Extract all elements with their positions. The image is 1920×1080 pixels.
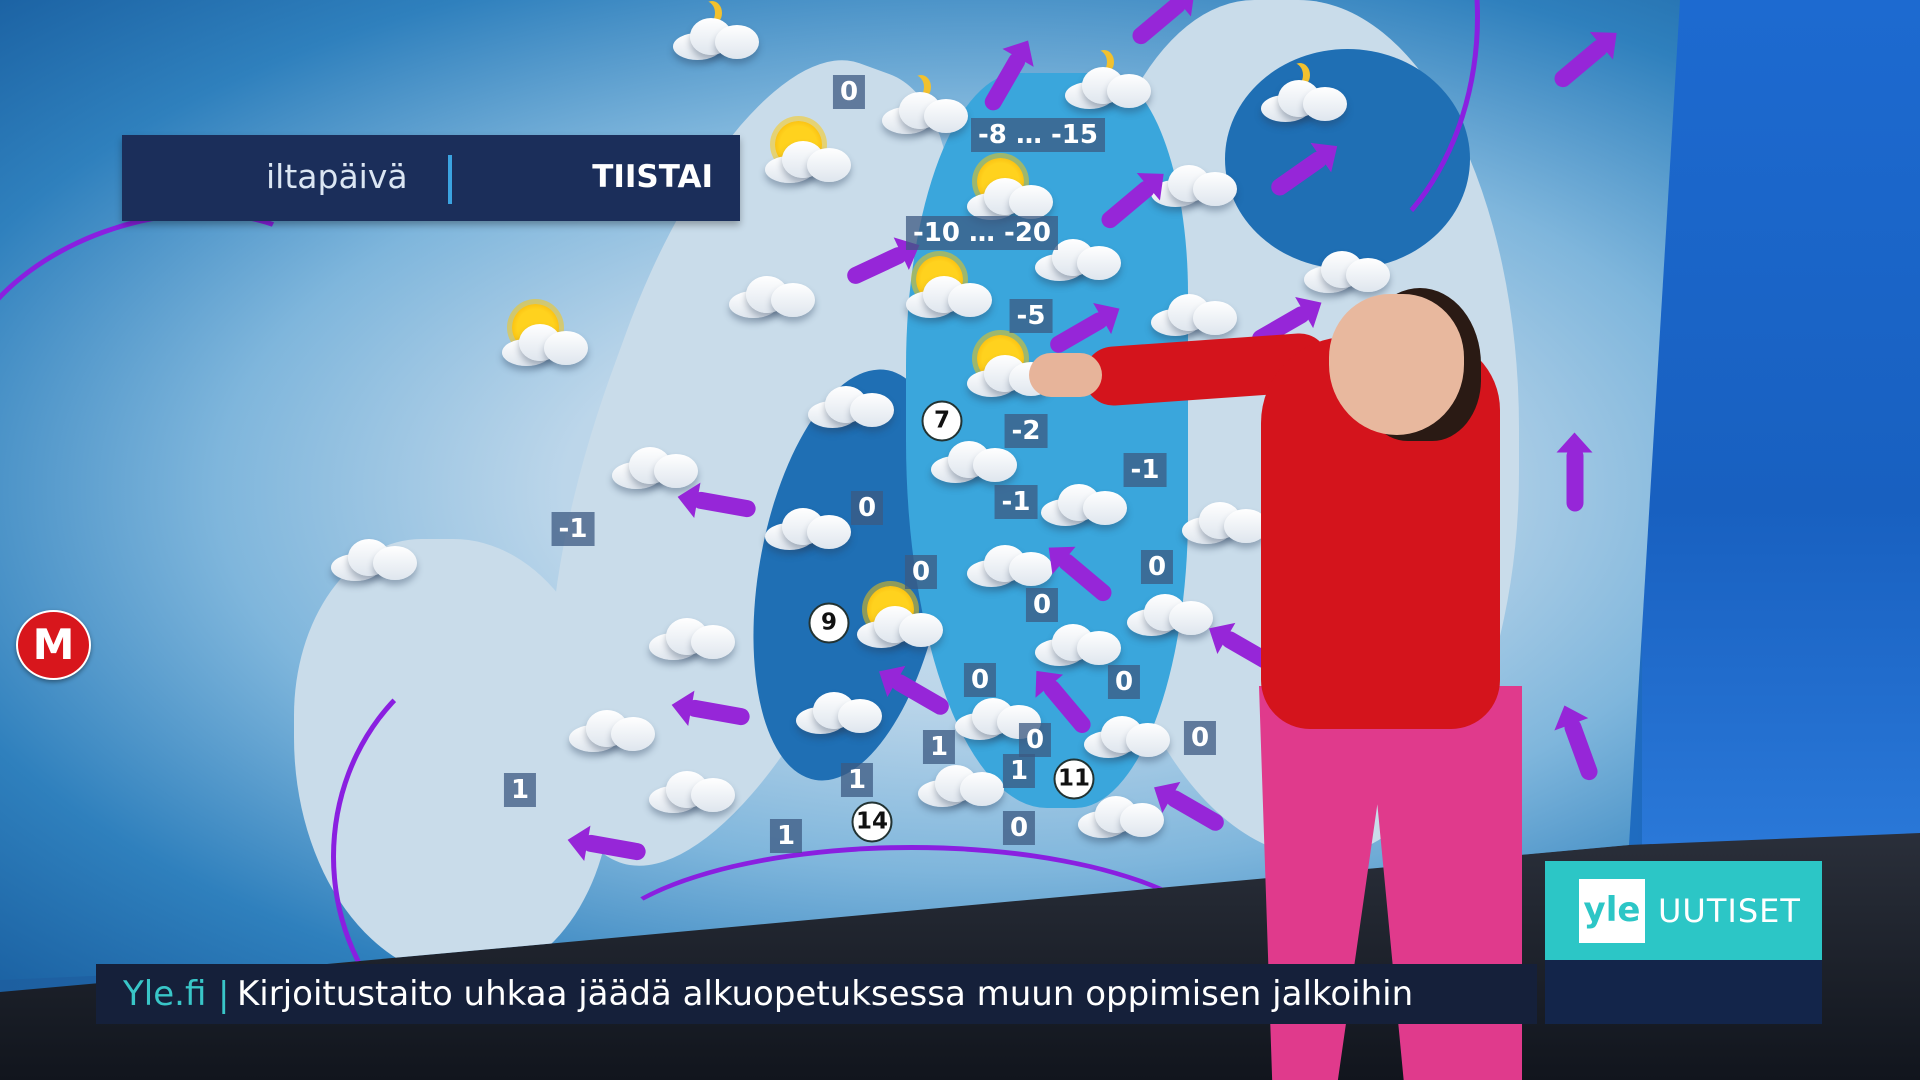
studio-wall (1642, 0, 1920, 845)
time-of-day-label: iltapäivä (266, 157, 408, 196)
presenter (1329, 294, 1464, 435)
cloud-icon (967, 545, 1053, 587)
cloud-icon (1041, 484, 1127, 526)
partly-sunny-icon (857, 586, 943, 648)
temperature-label: 1 (922, 730, 956, 764)
logo-base (1545, 960, 1822, 1024)
partly-sunny-icon (967, 158, 1053, 220)
cloud-icon (1304, 251, 1390, 293)
cloud-icon (796, 692, 882, 734)
temperature-label: -1 (1123, 453, 1167, 487)
partly-sunny-icon (502, 304, 588, 366)
cloud-icon (1151, 294, 1237, 336)
partly-sunny-icon (906, 256, 992, 318)
wind-arrow-icon (1566, 447, 1584, 512)
temperature-label: 0 (1002, 811, 1036, 845)
cloud-icon (918, 765, 1004, 807)
temperature-label: 0 (1183, 721, 1217, 755)
partly-cloudy-night-icon (882, 92, 968, 134)
cloud-icon (931, 441, 1017, 483)
day-label: TIISTAI (592, 159, 713, 195)
temperature-label: 1 (840, 763, 874, 797)
cloud-icon (729, 276, 815, 318)
cloud-icon (649, 771, 735, 813)
wind-arrow-icon (1551, 36, 1611, 91)
cloud-icon (808, 386, 894, 428)
temperature-label: 1 (769, 819, 803, 853)
wind-arrow-icon (1562, 716, 1600, 783)
temperature-label: -8 … -15 (971, 118, 1105, 152)
cloud-icon (331, 539, 417, 581)
cloud-icon (1035, 624, 1121, 666)
uutiset-label: UUTISET (1658, 892, 1801, 930)
yle-logo: yle (1579, 879, 1645, 943)
partly-sunny-icon (765, 121, 851, 183)
temperature-label: -1 (994, 485, 1038, 519)
ticker-headline: Kirjoitustaito uhkaa jäädä alkuopetukses… (237, 974, 1414, 1014)
cloud-icon (1035, 239, 1121, 281)
temperature-label: 0 (1018, 723, 1052, 757)
temperature-label: 0 (904, 555, 938, 589)
temperature-label: -10 … -20 (905, 216, 1059, 250)
temperature-label: 0 (832, 75, 866, 109)
temperature-label: 0 (850, 491, 884, 525)
partly-cloudy-night-icon (673, 18, 759, 60)
cloud-icon (765, 508, 851, 550)
forecast-header: iltapäivä TIISTAI (122, 135, 740, 221)
cloud-icon (569, 710, 655, 752)
temperature-label: 1 (1002, 754, 1036, 788)
channel-logo: M (16, 610, 91, 680)
ticker-separator: | (218, 975, 230, 1015)
wind-speed-badge: 11 (1053, 758, 1095, 800)
ticker-source: Yle.fi (123, 974, 207, 1014)
temperature-label: 1 (503, 773, 537, 807)
wind-speed-badge: 9 (808, 602, 850, 644)
cloud-icon (1078, 796, 1164, 838)
yle-uutiset-logo: yle UUTISET (1545, 861, 1822, 960)
temperature-label: 0 (1025, 588, 1059, 622)
partly-cloudy-night-icon (1261, 80, 1347, 122)
temperature-label: -5 (1009, 299, 1053, 333)
temperature-label: -2 (1004, 414, 1048, 448)
wind-speed-badge: 7 (921, 400, 963, 442)
temperature-label: -1 (551, 512, 595, 546)
temperature-label: 0 (963, 663, 997, 697)
presenter (1029, 353, 1102, 397)
temperature-label: 0 (1107, 665, 1141, 699)
cloud-icon (1084, 716, 1170, 758)
temperature-label: 0 (1140, 550, 1174, 584)
weather-front (588, 845, 1235, 980)
cloud-icon (649, 618, 735, 660)
header-divider (448, 155, 452, 204)
news-ticker: Yle.fi | Kirjoitustaito uhkaa jäädä alku… (96, 964, 1537, 1024)
partly-cloudy-night-icon (1065, 67, 1151, 109)
wind-speed-badge: 14 (851, 801, 893, 843)
cloud-icon (1182, 502, 1268, 544)
cloud-icon (1127, 594, 1213, 636)
